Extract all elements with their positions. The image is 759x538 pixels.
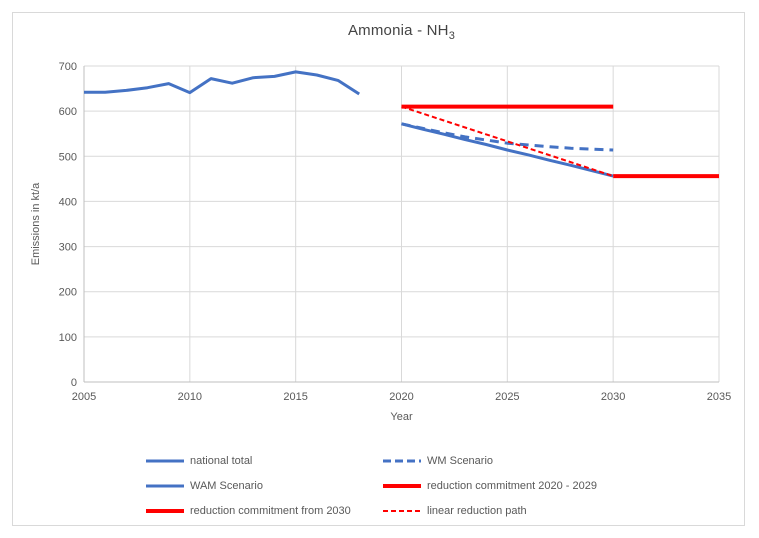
linear-reduction-path-series-line bbox=[401, 105, 614, 178]
legend-line-marker bbox=[146, 459, 184, 462]
legend-label: reduction commitment from 2030 bbox=[190, 504, 351, 517]
wam-scenario-series-line bbox=[401, 122, 614, 178]
chart-title-text: Ammonia - NH bbox=[347, 22, 449, 39]
legend-label: WAM Scenario bbox=[190, 479, 263, 492]
legend-item-wm-scenario: WM Scenario bbox=[382, 455, 597, 467]
x-tick-label: 2015 bbox=[283, 391, 307, 403]
legend-item-national-total: national total bbox=[145, 455, 382, 467]
legend-label: WM Scenario bbox=[427, 454, 494, 467]
y-tick-label: 600 bbox=[59, 106, 77, 118]
x-axis-title: Year bbox=[390, 411, 413, 423]
legend-item-reduction-commitment-2020-2029: reduction commitment 2020 - 2029 bbox=[382, 480, 597, 492]
legend-line-marker bbox=[383, 509, 421, 512]
legend-line-marker bbox=[383, 483, 421, 488]
y-tick-label: 700 bbox=[59, 61, 77, 73]
national-total-series-line bbox=[84, 70, 361, 96]
x-tick-label: 2020 bbox=[389, 391, 413, 403]
legend-label: linear reduction path bbox=[427, 504, 527, 517]
y-tick-label: 200 bbox=[59, 287, 77, 299]
x-tick-label: 2030 bbox=[601, 391, 625, 403]
legend-line-marker bbox=[146, 508, 184, 513]
legend-item-reduction-commitment-from-2030: reduction commitment from 2030 bbox=[145, 505, 382, 517]
x-tick-label: 2005 bbox=[72, 391, 96, 403]
y-tick-label: 100 bbox=[59, 332, 77, 344]
legend-item-linear-reduction-path: linear reduction path bbox=[382, 505, 597, 517]
x-tick-label: 2025 bbox=[495, 391, 519, 403]
x-tick-label: 2010 bbox=[178, 391, 202, 403]
y-axis-title: Emissions in kt/a bbox=[30, 182, 42, 266]
chart-frame bbox=[12, 12, 745, 526]
legend-line-marker bbox=[146, 484, 184, 487]
y-tick-label: 500 bbox=[59, 151, 77, 163]
x-tick-label: 2035 bbox=[707, 391, 731, 403]
y-tick-label: 300 bbox=[59, 242, 77, 254]
legend-label: reduction commitment 2020 - 2029 bbox=[427, 479, 597, 492]
chart-title-subscript: 3 bbox=[448, 30, 456, 42]
legend-item-wam-scenario: WAM Scenario bbox=[145, 480, 382, 492]
y-tick-label: 400 bbox=[59, 196, 77, 208]
legend-label: national total bbox=[190, 454, 253, 467]
legend: national total WM Scenario WAM Scenario red… bbox=[145, 448, 597, 523]
legend-line-marker bbox=[383, 459, 421, 462]
chart-title: Ammonia - NH3 bbox=[84, 22, 719, 42]
y-tick-label: 0 bbox=[71, 377, 77, 389]
